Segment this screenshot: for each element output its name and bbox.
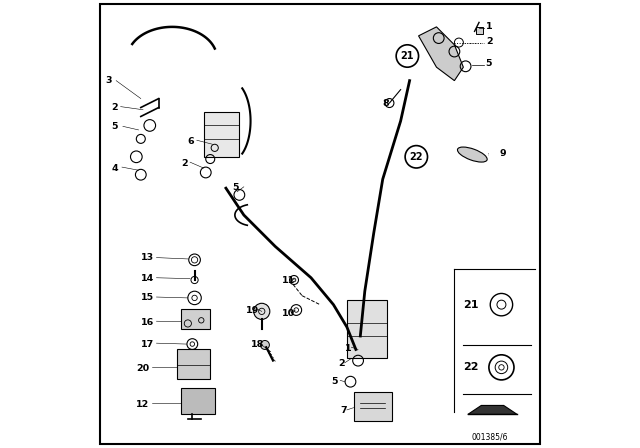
Text: 20: 20 <box>136 364 150 373</box>
Text: 2: 2 <box>338 359 344 368</box>
Text: 16: 16 <box>141 318 154 327</box>
Text: 1: 1 <box>486 22 492 31</box>
Text: 5: 5 <box>486 59 492 68</box>
Text: 11: 11 <box>282 276 295 284</box>
Text: 5: 5 <box>233 183 239 192</box>
Bar <box>347 300 387 358</box>
Circle shape <box>253 303 270 319</box>
Text: 22: 22 <box>463 362 479 372</box>
Text: 4: 4 <box>112 164 118 172</box>
Text: 8: 8 <box>383 99 390 108</box>
Text: 22: 22 <box>410 152 423 162</box>
Text: 17: 17 <box>141 340 154 349</box>
Circle shape <box>260 340 269 349</box>
Bar <box>181 309 210 329</box>
Bar <box>181 388 215 414</box>
Text: 15: 15 <box>141 293 154 302</box>
Ellipse shape <box>458 147 487 162</box>
Polygon shape <box>419 27 463 81</box>
Text: 2: 2 <box>486 37 492 46</box>
Bar <box>177 349 210 379</box>
Polygon shape <box>468 405 517 414</box>
Text: 5: 5 <box>332 377 338 386</box>
Bar <box>353 392 392 421</box>
Bar <box>476 27 483 34</box>
Bar <box>204 112 239 157</box>
Text: 2: 2 <box>181 159 188 168</box>
Text: 19: 19 <box>246 306 259 314</box>
Text: 10: 10 <box>282 309 295 318</box>
Text: 5: 5 <box>112 122 118 131</box>
Text: 14: 14 <box>141 274 154 283</box>
Text: 001385/6: 001385/6 <box>472 432 509 441</box>
Text: 18: 18 <box>251 340 264 349</box>
Text: 21: 21 <box>401 51 414 61</box>
Text: 1: 1 <box>345 344 351 353</box>
Text: 2: 2 <box>112 103 118 112</box>
Text: 9: 9 <box>499 149 506 158</box>
Text: 3: 3 <box>105 76 111 85</box>
Text: 13: 13 <box>141 253 154 262</box>
Text: 7: 7 <box>340 406 347 415</box>
Text: 12: 12 <box>136 400 150 409</box>
Text: 21: 21 <box>463 300 479 310</box>
Text: 6: 6 <box>188 137 195 146</box>
